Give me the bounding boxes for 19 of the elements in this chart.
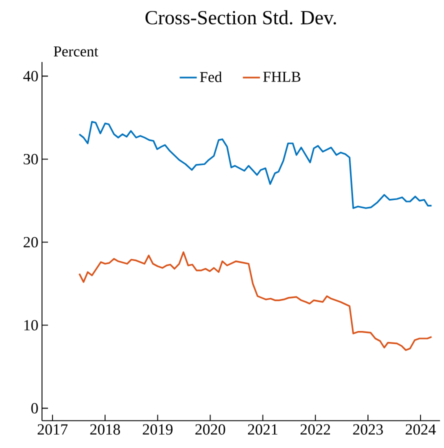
- x-tick-label: 2020: [195, 424, 226, 435]
- x-tick-label: 2022: [300, 424, 330, 435]
- y-tick-label: 30: [24, 154, 38, 164]
- x-tick-label: 2019: [142, 424, 173, 435]
- line-series: [78, 251, 432, 351]
- chart-title: Cross-Section Std. Dev.: [146, 10, 336, 24]
- y-axis-title: Percent: [54, 46, 98, 56]
- x-tick-label: 2017: [38, 424, 68, 435]
- x-tick-label: 2021: [248, 424, 278, 435]
- line-series: [78, 120, 432, 209]
- legend-label: FHLB: [263, 72, 300, 82]
- x-tick-label: 2018: [90, 424, 120, 435]
- x-tick-label: 2023: [353, 424, 383, 435]
- y-tick-label: 40: [23, 70, 38, 82]
- y-tick-label: 10: [24, 320, 38, 330]
- x-tick-label: 2024: [406, 424, 436, 435]
- y-tick-label: 0: [31, 403, 38, 414]
- legend-label: Fed: [200, 72, 222, 82]
- y-tick-label: 20: [24, 236, 38, 248]
